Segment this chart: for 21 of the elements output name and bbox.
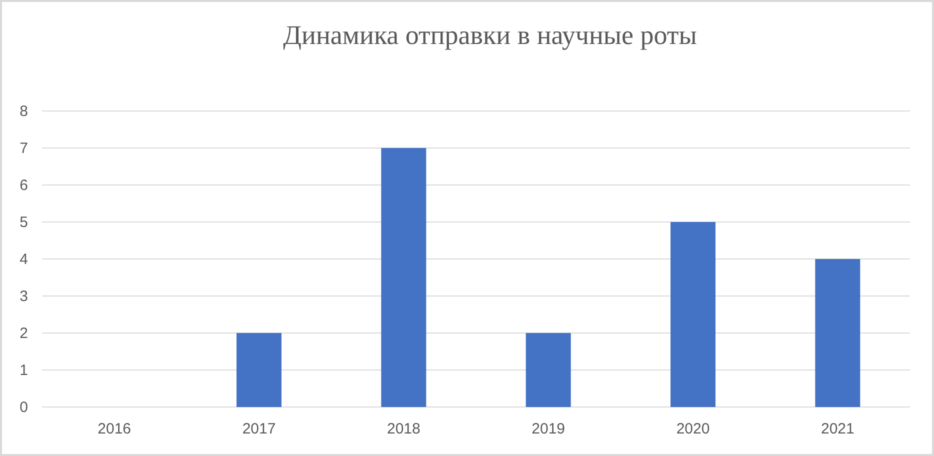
y-tick-label: 8 <box>20 102 28 120</box>
y-tick-label: 3 <box>20 288 28 305</box>
y-tick-label: 5 <box>20 214 28 231</box>
bar <box>815 259 860 407</box>
x-tick-label: 2017 <box>242 420 276 438</box>
bar <box>381 148 426 407</box>
x-tick-label: 2019 <box>532 420 566 438</box>
y-tick-label: 4 <box>20 250 28 268</box>
x-tick-label: 2020 <box>676 420 710 438</box>
y-tick-label: 2 <box>20 324 28 342</box>
chart-title: Динамика отправки в научные роты <box>283 20 697 50</box>
x-tick-label: 2021 <box>820 420 854 438</box>
y-tick-label: 6 <box>20 176 28 194</box>
bar <box>526 333 571 407</box>
x-tick-label: 2016 <box>98 420 132 438</box>
x-tick-label: 2018 <box>386 420 420 438</box>
bar <box>670 222 716 407</box>
bar <box>236 333 282 407</box>
y-tick-label: 1 <box>20 362 28 379</box>
y-tick-label: 7 <box>20 140 28 157</box>
y-tick-label: 0 <box>20 398 28 416</box>
